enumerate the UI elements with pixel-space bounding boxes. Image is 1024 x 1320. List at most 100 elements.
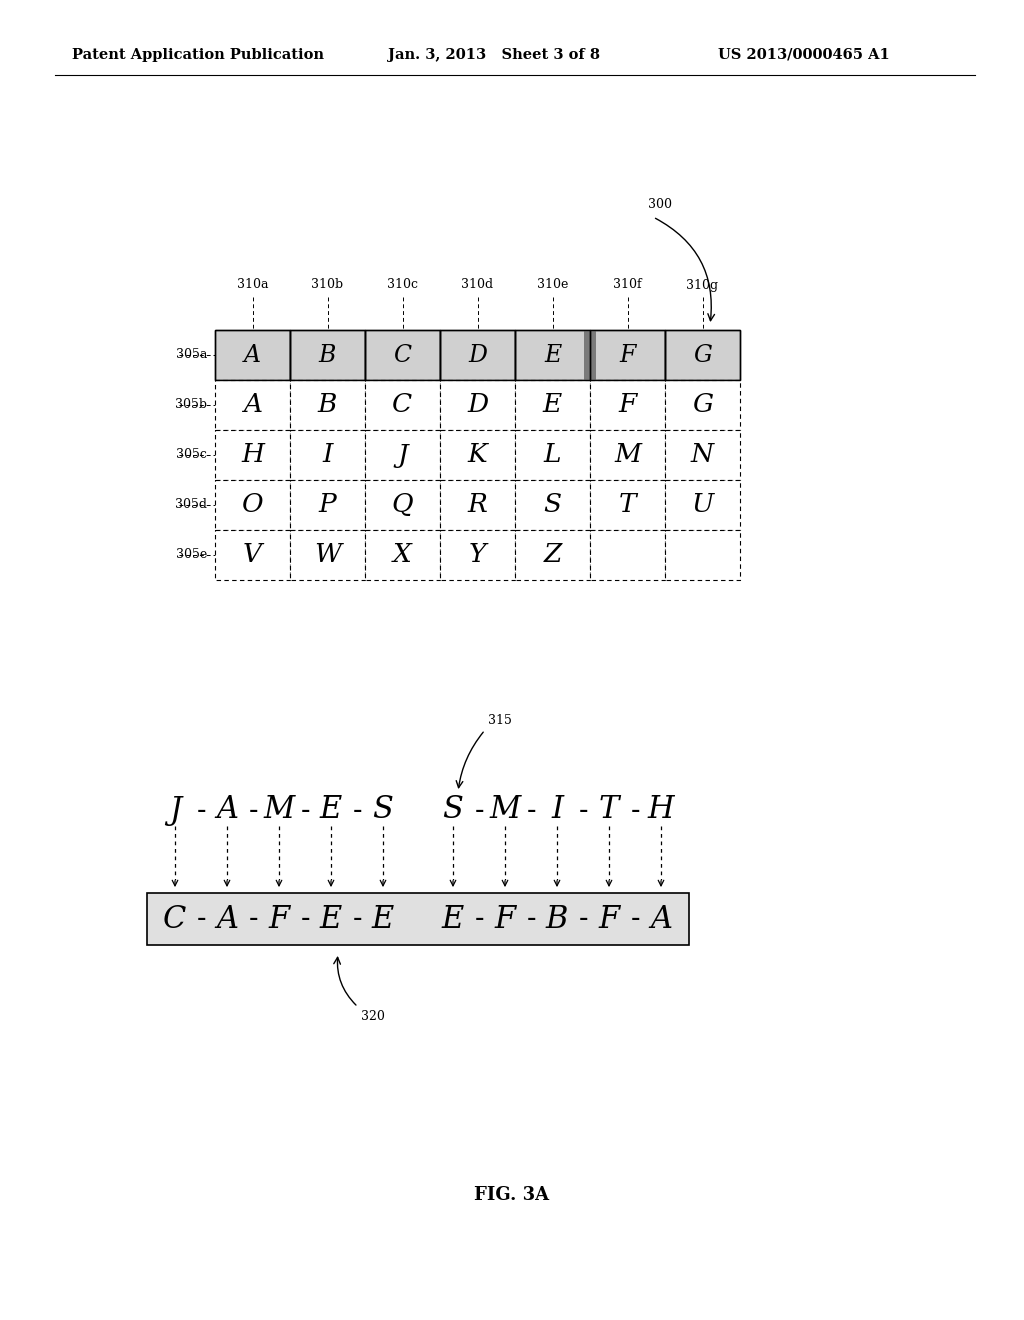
- Bar: [365, 531, 440, 579]
- Text: 305b: 305b: [175, 399, 207, 412]
- Text: U: U: [691, 492, 714, 517]
- Bar: [515, 430, 590, 480]
- Bar: [365, 380, 440, 430]
- Text: C: C: [163, 903, 186, 935]
- Text: F: F: [495, 903, 515, 935]
- Text: D: D: [467, 392, 488, 417]
- Bar: [665, 330, 740, 380]
- Text: 300: 300: [648, 198, 672, 211]
- Text: C: C: [393, 343, 412, 367]
- FancyArrowPatch shape: [655, 218, 715, 321]
- Bar: [515, 330, 590, 380]
- FancyArrowPatch shape: [334, 957, 356, 1005]
- Text: 320: 320: [361, 1011, 385, 1023]
- Bar: [440, 330, 515, 380]
- Text: E: E: [372, 903, 394, 935]
- Bar: [215, 480, 290, 531]
- Text: 310d: 310d: [462, 279, 494, 292]
- Text: M: M: [489, 795, 520, 825]
- Text: V: V: [243, 543, 262, 568]
- Text: Patent Application Publication: Patent Application Publication: [72, 48, 324, 62]
- Text: FIG. 3A: FIG. 3A: [474, 1185, 550, 1204]
- Bar: [665, 531, 740, 579]
- Text: J: J: [169, 795, 181, 825]
- Bar: [365, 480, 440, 531]
- Text: X: X: [393, 543, 412, 568]
- Text: G: G: [693, 343, 712, 367]
- Text: S: S: [373, 795, 393, 825]
- Text: B: B: [318, 343, 336, 367]
- Text: -: -: [526, 796, 536, 824]
- Text: 310g: 310g: [686, 279, 719, 292]
- Text: I: I: [323, 442, 333, 467]
- Text: E: E: [543, 392, 562, 417]
- Text: P: P: [318, 492, 336, 517]
- Text: 310c: 310c: [387, 279, 418, 292]
- Text: M: M: [263, 795, 295, 825]
- Text: T: T: [618, 492, 636, 517]
- Text: E: E: [544, 343, 561, 367]
- Text: 305e: 305e: [176, 549, 207, 561]
- Text: -: -: [630, 796, 640, 824]
- Bar: [215, 380, 290, 430]
- Text: -: -: [526, 906, 536, 932]
- Bar: [440, 531, 515, 579]
- Text: L: L: [544, 442, 561, 467]
- Bar: [665, 330, 740, 380]
- Text: O: O: [242, 492, 263, 517]
- Text: F: F: [268, 903, 290, 935]
- Text: 305a: 305a: [176, 348, 207, 362]
- Bar: [515, 380, 590, 430]
- Text: E: E: [442, 903, 464, 935]
- Text: -: -: [474, 796, 483, 824]
- Text: A: A: [650, 903, 672, 935]
- Text: F: F: [620, 343, 636, 367]
- Bar: [440, 480, 515, 531]
- Bar: [665, 380, 740, 430]
- Bar: [290, 480, 365, 531]
- Text: Y: Y: [469, 543, 486, 568]
- Bar: [440, 330, 515, 380]
- Bar: [590, 531, 665, 579]
- Text: 310e: 310e: [537, 279, 568, 292]
- Text: -: -: [352, 796, 361, 824]
- Bar: [440, 430, 515, 480]
- Text: A: A: [244, 343, 261, 367]
- Text: A: A: [243, 392, 262, 417]
- Text: N: N: [691, 442, 714, 467]
- Text: T: T: [599, 795, 620, 825]
- Text: B: B: [546, 903, 568, 935]
- Bar: [147, 894, 689, 945]
- Bar: [590, 330, 665, 380]
- Text: 315: 315: [488, 714, 512, 726]
- Bar: [584, 330, 596, 380]
- Text: US 2013/0000465 A1: US 2013/0000465 A1: [718, 48, 890, 62]
- Bar: [590, 330, 665, 380]
- Text: 310a: 310a: [237, 279, 268, 292]
- Bar: [590, 430, 665, 480]
- Text: J: J: [397, 442, 408, 467]
- Text: F: F: [618, 392, 637, 417]
- Text: F: F: [598, 903, 620, 935]
- Text: -: -: [248, 906, 258, 932]
- Bar: [515, 330, 590, 380]
- Text: K: K: [468, 442, 487, 467]
- Bar: [590, 380, 665, 430]
- Bar: [215, 531, 290, 579]
- Text: -: -: [579, 796, 588, 824]
- Text: 305d: 305d: [175, 499, 207, 511]
- Text: -: -: [630, 906, 640, 932]
- Bar: [365, 330, 440, 380]
- Text: D: D: [468, 343, 487, 367]
- Text: M: M: [614, 442, 641, 467]
- Bar: [665, 480, 740, 531]
- Text: -: -: [352, 906, 361, 932]
- FancyArrowPatch shape: [457, 733, 483, 788]
- Text: C: C: [392, 392, 413, 417]
- Bar: [215, 330, 290, 380]
- Bar: [440, 380, 515, 430]
- Text: S: S: [544, 492, 561, 517]
- Text: E: E: [319, 903, 342, 935]
- Text: -: -: [248, 796, 258, 824]
- Text: B: B: [317, 392, 337, 417]
